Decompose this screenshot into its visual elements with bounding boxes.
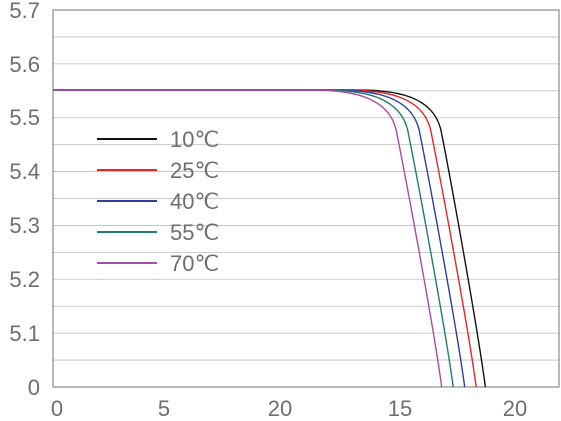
- x-tick-label: 5: [158, 396, 170, 421]
- series-line: [53, 89, 477, 388]
- x-tick-label: 15: [388, 396, 412, 421]
- y-tick-label: 5.5: [9, 105, 40, 130]
- x-tick-label: 20: [268, 396, 292, 421]
- series-line: [53, 89, 454, 388]
- legend-label: 55℃: [170, 220, 219, 245]
- y-tick-label: 5.7: [9, 0, 40, 23]
- legend-label: 10℃: [170, 127, 219, 152]
- legend: 10℃ 25℃ 40℃ 55℃ 70℃: [97, 127, 219, 276]
- y-tick-label: 5.6: [9, 52, 40, 77]
- legend-label: 25℃: [170, 158, 219, 183]
- plot-frame: [52, 9, 560, 388]
- series-line: [53, 89, 487, 388]
- y-tick-label: 5.3: [9, 213, 40, 238]
- x-tick-labels: 0 5 20 15 20: [51, 396, 527, 421]
- y-tick-label: 5.2: [9, 267, 40, 292]
- y-tick-label: 5.1: [9, 321, 40, 346]
- x-tick-label: 20: [503, 396, 527, 421]
- y-tick-label: 5.4: [9, 159, 40, 184]
- series-line: [53, 89, 466, 388]
- y-tick-label: 0: [28, 375, 40, 400]
- x-tick-label: 0: [51, 396, 63, 421]
- series-line: [53, 89, 443, 388]
- legend-label: 40℃: [170, 189, 219, 214]
- curves: [53, 89, 487, 388]
- grid-lines: [53, 36, 559, 361]
- y-tick-labels: 0 5.1 5.2 5.3 5.4 5.5 5.6 5.7: [9, 0, 40, 400]
- legend-label: 70℃: [170, 251, 219, 276]
